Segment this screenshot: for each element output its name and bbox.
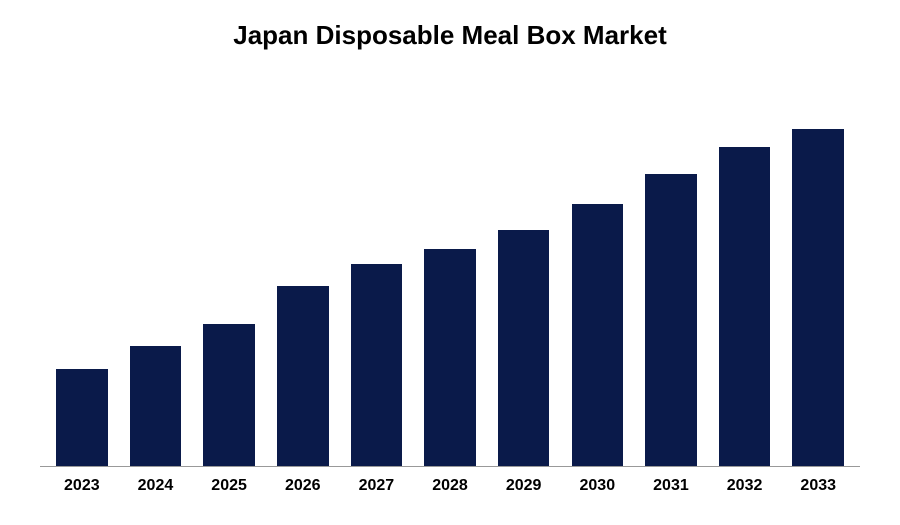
bar: [351, 264, 403, 467]
bar-wrapper: [340, 91, 414, 466]
x-axis-label: 2026: [266, 477, 340, 495]
bar: [792, 129, 844, 467]
bar: [277, 286, 329, 466]
bar-wrapper: [487, 91, 561, 466]
bar-wrapper: [781, 91, 855, 466]
chart-title: Japan Disposable Meal Box Market: [40, 20, 860, 51]
bar-wrapper: [708, 91, 782, 466]
bars-area: [40, 91, 860, 467]
x-axis-label: 2024: [119, 477, 193, 495]
bar-wrapper: [119, 91, 193, 466]
bar: [498, 230, 550, 466]
bar: [130, 346, 182, 466]
bar-wrapper: [634, 91, 708, 466]
x-axis-label: 2031: [634, 477, 708, 495]
bar: [572, 204, 624, 467]
labels-area: 2023202420252026202720282029203020312032…: [40, 467, 860, 495]
x-axis-label: 2029: [487, 477, 561, 495]
bar-wrapper: [560, 91, 634, 466]
x-axis-label: 2030: [560, 477, 634, 495]
x-axis-label: 2033: [781, 477, 855, 495]
bar: [645, 174, 697, 467]
bar-wrapper: [192, 91, 266, 466]
bar: [203, 324, 255, 467]
bar-wrapper: [266, 91, 340, 466]
plot-area: 2023202420252026202720282029203020312032…: [40, 91, 860, 495]
x-axis-label: 2027: [340, 477, 414, 495]
bar: [56, 369, 108, 467]
bar: [424, 249, 476, 467]
bar-wrapper: [413, 91, 487, 466]
bar: [719, 147, 771, 466]
chart-container: Japan Disposable Meal Box Market 2023202…: [0, 0, 900, 525]
x-axis-label: 2025: [192, 477, 266, 495]
x-axis-label: 2028: [413, 477, 487, 495]
bar-wrapper: [45, 91, 119, 466]
x-axis-label: 2032: [708, 477, 782, 495]
x-axis-label: 2023: [45, 477, 119, 495]
